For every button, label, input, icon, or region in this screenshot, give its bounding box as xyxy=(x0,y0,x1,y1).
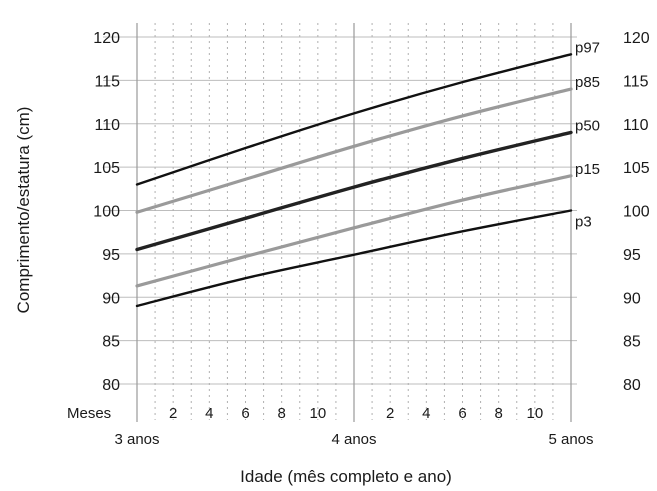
x-tick-month-label: 6 xyxy=(458,405,466,422)
series-label-p97: p97 xyxy=(575,39,600,56)
y-tick-label-right: 80 xyxy=(623,377,641,394)
x-row-label: Meses xyxy=(67,405,111,422)
series-label-p3: p3 xyxy=(575,214,592,231)
x-tick-month-label: 8 xyxy=(277,405,285,422)
x-tick-month-label: 8 xyxy=(494,405,502,422)
series-label-p15: p15 xyxy=(575,161,600,178)
y-tick-label-right: 85 xyxy=(623,334,641,351)
series-line-p85 xyxy=(135,87,573,214)
y-tick-label-left: 80 xyxy=(102,377,120,394)
series-line-p50 xyxy=(135,130,573,252)
x-tick-month-label: 6 xyxy=(241,405,249,422)
y-tick-label-right: 110 xyxy=(623,117,649,134)
x-axis-title: Idade (mês completo e ano) xyxy=(240,467,452,486)
y-tick-label-left: 100 xyxy=(93,204,120,221)
y-tick-label-right: 100 xyxy=(623,204,650,221)
x-tick-year-label: 4 anos xyxy=(331,431,376,448)
series-line-p3 xyxy=(135,209,573,308)
y-tick-label-right: 120 xyxy=(623,30,650,47)
x-tick-month-label: 2 xyxy=(386,405,394,422)
y-axis-right-ticks: 80 85 90 95 100 105 110 115 120 xyxy=(623,30,650,394)
series-labels: p97 p85 p50 p15 p3 xyxy=(575,39,600,230)
x-tick-month-label: 4 xyxy=(205,405,213,422)
series-label-p85: p85 xyxy=(575,74,600,91)
y-tick-label-left: 120 xyxy=(93,30,120,47)
y-tick-label-left: 110 xyxy=(94,117,120,134)
x-tick-month-label: 10 xyxy=(309,405,326,422)
y-tick-label-left: 115 xyxy=(94,73,120,90)
series-label-p50: p50 xyxy=(575,117,600,134)
x-tick-month-label: 10 xyxy=(526,405,543,422)
y-tick-label-right: 115 xyxy=(623,73,649,90)
x-tick-month-label: 2 xyxy=(169,405,177,422)
y-tick-label-left: 85 xyxy=(102,334,120,351)
series-line-p97 xyxy=(135,53,573,186)
series-line-p15 xyxy=(135,174,573,288)
y-tick-label-left: 90 xyxy=(102,290,120,307)
x-tick-year-label: 3 anos xyxy=(114,431,159,448)
y-tick-label-left: 105 xyxy=(93,160,120,177)
series-lines xyxy=(135,53,573,308)
y-tick-label-right: 90 xyxy=(623,290,641,307)
x-tick-month-label: 4 xyxy=(422,405,430,422)
y-axis-left-ticks: 80 85 90 95 100 105 110 115 120 xyxy=(93,30,120,394)
y-axis-title: Comprimento/estatura (cm) xyxy=(14,107,33,314)
y-tick-label-right: 105 xyxy=(623,160,650,177)
y-tick-label-left: 95 xyxy=(102,247,120,264)
grid xyxy=(103,23,577,422)
x-axis-ticks: 2 4 6 8 10 2 4 6 8 10 3 anos 4 anos 5 anos xyxy=(114,405,593,448)
y-tick-label-right: 95 xyxy=(623,247,641,264)
x-tick-year-label: 5 anos xyxy=(548,431,593,448)
